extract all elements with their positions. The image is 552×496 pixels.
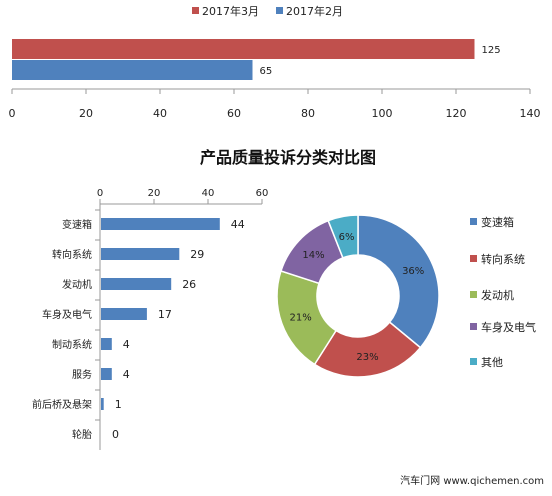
category-bar-2 bbox=[101, 278, 172, 290]
x-tick-label-6: 120 bbox=[446, 107, 467, 120]
chart-title: 产品质量投诉分类对比图 bbox=[200, 148, 376, 167]
x-tick-label-1: 20 bbox=[79, 107, 93, 120]
bar-1 bbox=[12, 60, 253, 80]
donut-legend-swatch-1 bbox=[470, 255, 477, 262]
category-label-1: 转向系统 bbox=[52, 248, 92, 261]
donut-legend-swatch-2 bbox=[470, 291, 477, 298]
x2-tick-label-1: 20 bbox=[148, 188, 161, 199]
data-label-0: 125 bbox=[482, 45, 501, 56]
x-tick-label-7: 140 bbox=[520, 107, 541, 120]
category-bar-6 bbox=[101, 398, 104, 410]
slice-label-0: 36% bbox=[402, 266, 424, 277]
bar-0 bbox=[12, 39, 475, 59]
x2-tick-label-2: 40 bbox=[202, 188, 215, 199]
donut-legend-swatch-3 bbox=[470, 323, 477, 330]
category-label-0: 变速箱 bbox=[62, 218, 92, 231]
donut-legend-swatch-0 bbox=[470, 218, 477, 225]
x-tick-label-5: 100 bbox=[372, 107, 393, 120]
donut-legend-label-3: 车身及电气 bbox=[481, 320, 536, 334]
category-bar-5 bbox=[101, 368, 112, 380]
donut-legend-label-4: 其他 bbox=[481, 356, 503, 369]
category-label-5: 服务 bbox=[72, 368, 92, 381]
x-tick-label-0: 0 bbox=[9, 107, 16, 120]
category-value-6: 1 bbox=[115, 398, 122, 411]
watermark: 汽车门网 www.qichemen.com bbox=[400, 474, 544, 487]
category-value-7: 0 bbox=[112, 428, 119, 441]
category-value-5: 4 bbox=[123, 368, 130, 381]
category-bar-0 bbox=[101, 218, 220, 230]
donut-slice-4 bbox=[327, 214, 359, 259]
donut-slice-0 bbox=[357, 214, 440, 349]
category-value-3: 17 bbox=[158, 308, 172, 321]
slice-label-2: 21% bbox=[289, 313, 311, 324]
legend-label-0: 2017年3月 bbox=[202, 4, 259, 18]
x2-tick-label-0: 0 bbox=[97, 188, 103, 199]
slice-label-1: 23% bbox=[356, 352, 378, 363]
x-tick-label-3: 60 bbox=[227, 107, 241, 120]
x2-tick-label-3: 60 bbox=[256, 188, 269, 199]
category-label-6: 前后桥及悬架 bbox=[32, 398, 92, 411]
category-value-4: 4 bbox=[123, 338, 130, 351]
x-tick-label-2: 40 bbox=[153, 107, 167, 120]
x-tick-label-4: 80 bbox=[301, 107, 315, 120]
legend-swatch-1 bbox=[276, 7, 283, 14]
legend-label-1: 2017年2月 bbox=[286, 4, 343, 18]
category-bar-1 bbox=[101, 248, 180, 260]
category-value-1: 29 bbox=[190, 248, 204, 261]
donut-legend-swatch-4 bbox=[470, 358, 477, 365]
donut-legend-label-1: 转向系统 bbox=[481, 252, 525, 266]
slice-label-4: 6% bbox=[339, 232, 355, 243]
category-bar-3 bbox=[101, 308, 147, 320]
category-label-4: 制动系统 bbox=[52, 338, 92, 351]
donut-legend-label-2: 发动机 bbox=[481, 288, 514, 302]
category-bar-4 bbox=[101, 338, 112, 350]
data-label-1: 65 bbox=[260, 66, 273, 77]
category-label-7: 轮胎 bbox=[72, 428, 92, 441]
slice-label-3: 14% bbox=[302, 250, 324, 261]
category-value-0: 44 bbox=[231, 218, 245, 231]
category-value-2: 26 bbox=[182, 278, 196, 291]
legend-swatch-0 bbox=[192, 7, 199, 14]
category-label-3: 车身及电气 bbox=[42, 308, 92, 321]
category-label-2: 发动机 bbox=[62, 278, 92, 291]
donut-legend-label-0: 变速箱 bbox=[481, 215, 514, 229]
